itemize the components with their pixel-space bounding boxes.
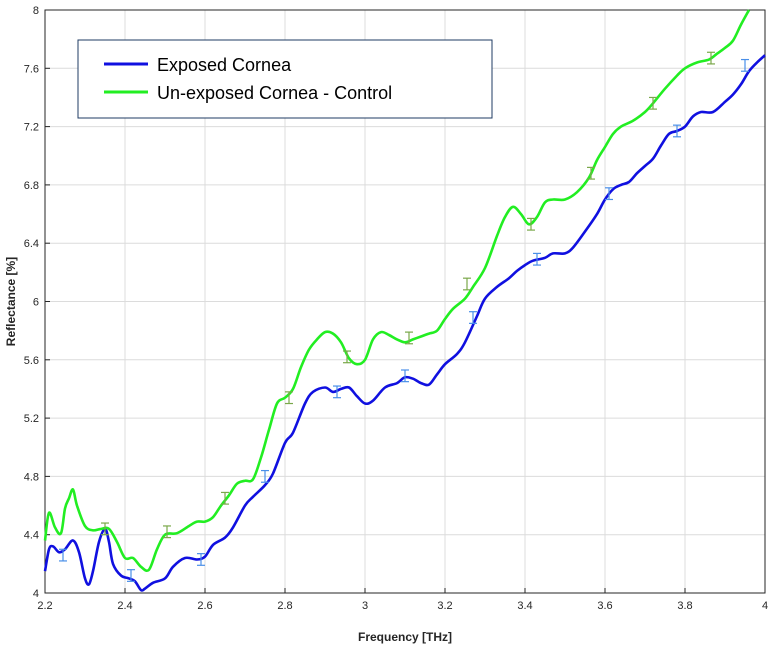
error-bar bbox=[285, 391, 293, 405]
error-bar bbox=[605, 187, 613, 201]
error-bar bbox=[673, 124, 681, 138]
series-layer bbox=[43, 9, 766, 592]
series-line-control bbox=[43, 9, 751, 573]
y-tick-label: 7.2 bbox=[24, 122, 39, 134]
error-bar bbox=[741, 58, 749, 72]
error-bar bbox=[587, 166, 595, 180]
axis-ticks: 2.2 2.4 2.6 2.8 3 3.2 3.4 3.6 3.8 4 4 4.4 4.8 5.2 5.6 6… bbox=[24, 5, 768, 612]
y-axis-label: Reflectance [%] bbox=[4, 257, 18, 346]
error-bar bbox=[707, 51, 715, 65]
x-tick-label: 2.2 bbox=[37, 600, 52, 612]
y-tick-label: 4.8 bbox=[24, 471, 39, 483]
x-tick-label: 3.6 bbox=[597, 600, 612, 612]
y-tick-label: 4 bbox=[33, 588, 39, 600]
x-tick-label: 4 bbox=[762, 600, 768, 612]
y-tick-label: 6.4 bbox=[24, 238, 39, 250]
error-bar bbox=[527, 217, 535, 231]
error-bar bbox=[59, 548, 67, 562]
y-tick-label: 5.2 bbox=[24, 413, 39, 425]
series-line-exposed bbox=[43, 54, 766, 592]
x-tick-label: 3.8 bbox=[677, 600, 692, 612]
x-tick-label: 2.8 bbox=[277, 600, 292, 612]
x-tick-label: 3 bbox=[362, 600, 368, 612]
error-bar bbox=[401, 369, 409, 383]
error-bar bbox=[101, 522, 109, 536]
y-tick-label: 7.6 bbox=[24, 63, 39, 75]
error-bar bbox=[261, 469, 269, 483]
legend: Exposed Cornea Un-exposed Cornea - Contr… bbox=[77, 39, 493, 119]
x-tick-label: 2.4 bbox=[117, 600, 132, 612]
x-tick-label: 2.6 bbox=[197, 600, 212, 612]
error-bar bbox=[127, 569, 135, 582]
error-bar bbox=[463, 277, 471, 291]
error-bar bbox=[333, 385, 341, 399]
error-bar bbox=[197, 553, 205, 566]
error-bar bbox=[163, 525, 171, 539]
error-bar bbox=[221, 491, 229, 505]
legend-box bbox=[77, 39, 493, 119]
error-bars bbox=[59, 51, 749, 582]
x-tick-label: 3.4 bbox=[517, 600, 532, 612]
y-tick-label: 4.4 bbox=[24, 530, 39, 542]
x-axis-label: Frequency [THz] bbox=[358, 630, 452, 644]
y-tick-label: 8 bbox=[33, 5, 39, 17]
error-bar bbox=[533, 252, 541, 266]
error-bar bbox=[343, 350, 351, 364]
error-bar bbox=[405, 331, 413, 345]
legend-label-control: Un-exposed Cornea - Control bbox=[157, 83, 392, 103]
y-tick-label: 6 bbox=[33, 297, 39, 309]
y-tick-label: 6.8 bbox=[24, 180, 39, 192]
legend-label-exposed: Exposed Cornea bbox=[157, 55, 292, 75]
x-tick-label: 3.2 bbox=[437, 600, 452, 612]
error-bar bbox=[469, 311, 477, 324]
y-tick-label: 5.6 bbox=[24, 355, 39, 367]
error-bar bbox=[649, 96, 657, 110]
